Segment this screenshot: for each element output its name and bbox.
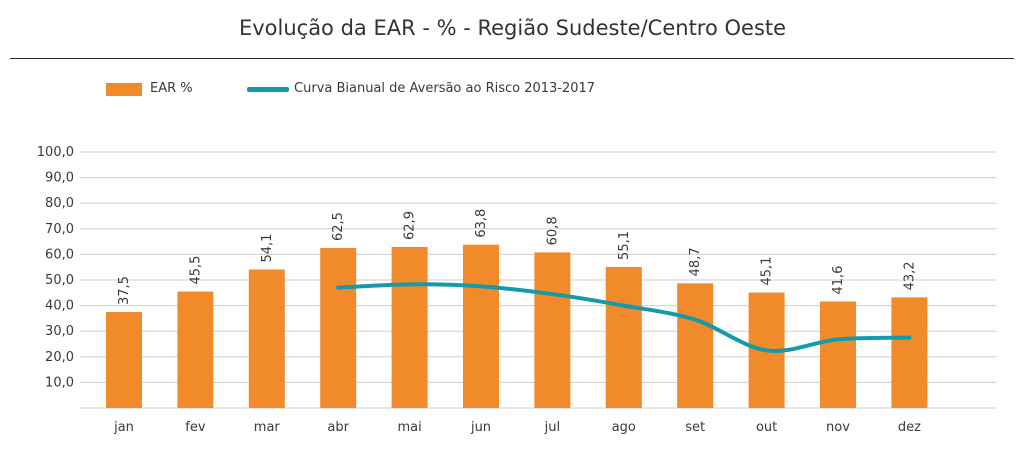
x-tick-label: jul	[544, 420, 560, 435]
bar-ago	[605, 266, 642, 408]
x-tick-label: mar	[254, 420, 281, 435]
bar-value-label: 41,6	[831, 266, 846, 295]
bar-value-label: 62,9	[403, 211, 418, 240]
bar-jul	[534, 252, 571, 408]
bar-value-label: 48,7	[688, 247, 703, 276]
title-divider	[10, 58, 1014, 59]
bar-value-label: 43,2	[902, 261, 917, 290]
x-tick-label: jun	[470, 420, 491, 435]
legend-label-risk-curve: Curva Bianual de Aversão ao Risco 2013-2…	[294, 81, 596, 96]
bar-abr	[320, 248, 357, 408]
y-tick-label: 10,0	[45, 375, 74, 390]
bar-mai	[391, 246, 428, 408]
y-tick-label: 80,0	[45, 196, 74, 211]
chart-title: Evolução da EAR - % - Região Sudeste/Cen…	[238, 16, 787, 40]
x-tick-label: dez	[898, 420, 921, 435]
bar-set	[677, 283, 714, 408]
y-tick-label: 100,0	[37, 145, 74, 160]
bar-mar	[248, 269, 285, 408]
y-tick-label: 20,0	[45, 350, 74, 365]
y-tick-label: 90,0	[45, 171, 74, 186]
bar-fev	[177, 291, 214, 408]
bar-value-label: 45,1	[760, 257, 775, 286]
legend-swatch-ear	[106, 83, 142, 96]
bar-value-label: 54,1	[260, 234, 275, 263]
bar-jun	[463, 244, 499, 408]
x-tick-label: out	[756, 420, 777, 435]
x-tick-label: jan	[113, 420, 134, 435]
bar-value-label: 45,5	[188, 256, 203, 285]
legend-swatch-risk-curve	[247, 87, 289, 92]
x-tick-label: ago	[612, 420, 636, 435]
x-tick-label: mai	[397, 420, 421, 435]
x-tick-label: nov	[826, 420, 850, 435]
bar-nov	[820, 301, 856, 408]
y-tick-label: 60,0	[45, 247, 74, 262]
bar-value-label: 62,5	[331, 212, 346, 241]
legend-label-ear: EAR %	[150, 81, 193, 96]
y-tick-label: 50,0	[45, 273, 74, 288]
y-tick-label: 30,0	[45, 324, 74, 339]
risk-curve-line	[336, 282, 912, 353]
y-tick-label: 40,0	[45, 299, 74, 314]
bar-value-label: 37,5	[117, 276, 132, 305]
bar-value-label: 63,8	[474, 209, 489, 238]
bar-value-label: 55,1	[617, 231, 632, 260]
x-tick-label: set	[685, 420, 705, 435]
bar-dez	[891, 297, 928, 408]
x-tick-label: fev	[185, 420, 206, 435]
bar-value-label: 60,8	[545, 216, 560, 245]
bar-jan	[106, 312, 142, 408]
x-tick-label: abr	[327, 420, 349, 435]
y-tick-label: 70,0	[45, 222, 74, 237]
